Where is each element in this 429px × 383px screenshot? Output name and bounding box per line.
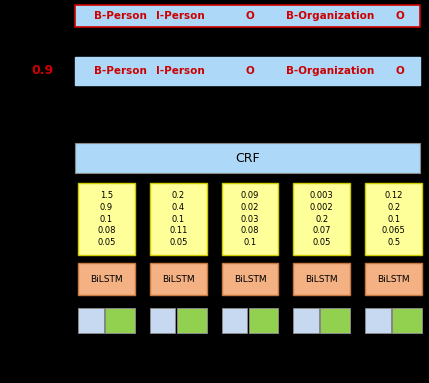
Bar bbox=[78, 263, 135, 295]
Text: I-Person: I-Person bbox=[156, 66, 204, 76]
Text: 0.09
0.02
0.03
0.08
0.1: 0.09 0.02 0.03 0.08 0.1 bbox=[241, 191, 259, 247]
Bar bbox=[293, 263, 350, 295]
Bar bbox=[293, 183, 350, 255]
Text: 0.003
0.002
0.2
0.07
0.05: 0.003 0.002 0.2 0.07 0.05 bbox=[310, 191, 334, 247]
Bar bbox=[222, 183, 278, 255]
Text: CRF: CRF bbox=[236, 152, 260, 165]
Bar bbox=[78, 308, 103, 333]
Bar bbox=[75, 5, 420, 27]
Bar bbox=[150, 183, 207, 255]
Text: B-Organization: B-Organization bbox=[286, 66, 374, 76]
Bar bbox=[150, 308, 175, 333]
Bar bbox=[150, 263, 207, 295]
Text: O: O bbox=[246, 11, 254, 21]
Bar bbox=[75, 143, 420, 173]
Text: 0.9: 0.9 bbox=[31, 64, 53, 77]
Bar bbox=[365, 308, 391, 333]
Text: 0.2
0.4
0.1
0.11
0.05: 0.2 0.4 0.1 0.11 0.05 bbox=[169, 191, 187, 247]
Text: B-Person: B-Person bbox=[94, 66, 146, 76]
Bar bbox=[75, 57, 420, 85]
Bar bbox=[320, 308, 350, 333]
Text: 0.12
0.2
0.1
0.065
0.5: 0.12 0.2 0.1 0.065 0.5 bbox=[382, 191, 405, 247]
Text: BiLSTM: BiLSTM bbox=[234, 275, 266, 283]
Bar bbox=[222, 308, 247, 333]
Text: BiLSTM: BiLSTM bbox=[305, 275, 338, 283]
Text: 1.5
0.9
0.1
0.08
0.05: 1.5 0.9 0.1 0.08 0.05 bbox=[97, 191, 116, 247]
Text: B-Organization: B-Organization bbox=[286, 11, 374, 21]
Text: BiLSTM: BiLSTM bbox=[90, 275, 123, 283]
Bar bbox=[248, 308, 278, 333]
Text: BiLSTM: BiLSTM bbox=[377, 275, 410, 283]
Bar bbox=[365, 183, 422, 255]
Bar bbox=[293, 308, 319, 333]
Bar bbox=[177, 308, 207, 333]
Bar bbox=[78, 183, 135, 255]
Text: O: O bbox=[396, 11, 405, 21]
Text: O: O bbox=[396, 66, 405, 76]
Text: I-Person: I-Person bbox=[156, 11, 204, 21]
Bar bbox=[392, 308, 422, 333]
Bar bbox=[105, 308, 135, 333]
Text: B-Person: B-Person bbox=[94, 11, 146, 21]
Text: BiLSTM: BiLSTM bbox=[162, 275, 194, 283]
Text: O: O bbox=[246, 66, 254, 76]
Bar bbox=[222, 263, 278, 295]
Bar bbox=[365, 263, 422, 295]
